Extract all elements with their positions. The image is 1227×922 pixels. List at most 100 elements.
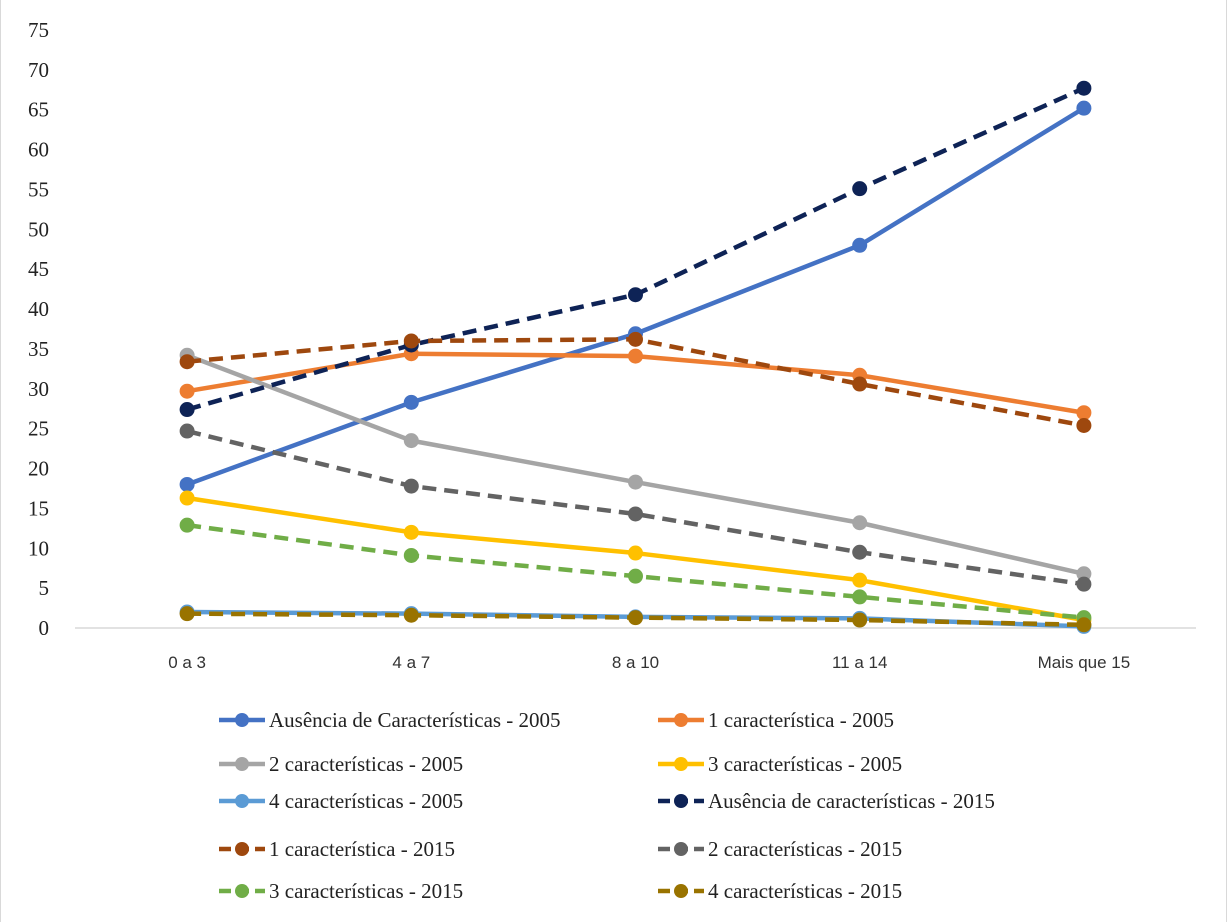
x-tick-label: 0 a 3 xyxy=(168,653,206,672)
legend-label: 1 característica - 2015 xyxy=(269,837,455,861)
data-point xyxy=(179,383,195,399)
data-point xyxy=(403,478,419,494)
y-tick-label: 10 xyxy=(28,536,49,560)
legend-swatch-marker xyxy=(674,794,688,808)
data-point xyxy=(852,612,868,628)
series-6 xyxy=(179,80,1092,418)
x-tick-label: Mais que 15 xyxy=(1038,653,1131,672)
legend-label: Ausência de características - 2015 xyxy=(708,789,995,813)
legend-item: 4 características - 2015 xyxy=(658,879,902,903)
data-point xyxy=(852,572,868,588)
legend-swatch-marker xyxy=(235,757,249,771)
data-point xyxy=(403,547,419,563)
data-point xyxy=(1076,100,1092,116)
data-point xyxy=(628,287,643,303)
data-point xyxy=(1076,405,1092,421)
data-point xyxy=(628,474,643,490)
x-tick-label: 8 a 10 xyxy=(612,653,659,672)
data-point xyxy=(852,544,868,560)
y-tick-label: 40 xyxy=(28,297,49,321)
data-point xyxy=(852,515,868,531)
legend-swatch-marker xyxy=(674,757,688,771)
data-point xyxy=(179,402,195,418)
legend-item: Ausência de características - 2015 xyxy=(658,789,995,813)
legend: Ausência de Características - 2005 1 cara… xyxy=(219,708,995,903)
data-point xyxy=(403,394,419,410)
data-point xyxy=(403,524,419,540)
legend-label: 1 característica - 2005 xyxy=(708,708,894,732)
series-10 xyxy=(179,606,1092,633)
legend-swatch-marker xyxy=(674,713,688,727)
legend-item: 1 característica - 2005 xyxy=(658,708,894,732)
data-point xyxy=(179,354,195,370)
y-tick-label: 70 xyxy=(28,58,49,82)
legend-item: Ausência de Características - 2005 xyxy=(219,708,561,732)
y-tick-label: 5 xyxy=(39,576,50,600)
legend-swatch-marker xyxy=(674,884,688,898)
data-point xyxy=(628,331,643,347)
data-point xyxy=(179,490,195,506)
legend-item: 4 características - 2005 xyxy=(219,789,463,813)
data-point xyxy=(179,423,195,439)
data-point xyxy=(403,333,419,349)
data-point xyxy=(852,237,868,253)
data-point xyxy=(852,181,868,197)
y-tick-label: 20 xyxy=(28,457,49,481)
data-point xyxy=(628,610,643,626)
legend-item: 3 características - 2005 xyxy=(658,752,902,776)
legend-swatch-marker xyxy=(674,842,688,856)
legend-label: 2 características - 2015 xyxy=(708,837,902,861)
data-point xyxy=(1076,566,1092,582)
data-point xyxy=(1076,80,1092,96)
data-point xyxy=(179,606,195,622)
legend-label: 4 características - 2005 xyxy=(269,789,463,813)
data-point xyxy=(403,433,419,449)
series-2 xyxy=(179,346,1092,421)
y-tick-label: 75 xyxy=(28,18,49,42)
legend-swatch-marker xyxy=(235,713,249,727)
y-tick-label: 65 xyxy=(28,98,49,122)
series-3 xyxy=(179,347,1092,582)
data-point xyxy=(1076,417,1092,433)
series-line xyxy=(186,428,1085,587)
legend-item: 2 características - 2015 xyxy=(658,837,902,861)
legend-label: Ausência de Características - 2005 xyxy=(269,708,561,732)
data-point xyxy=(852,376,868,392)
data-point xyxy=(1076,576,1092,592)
x-axis-ticks: 0 a 3 4 a 7 8 a 10 11 a 14 Mais que 15 xyxy=(168,653,1130,672)
series-8 xyxy=(179,423,1092,592)
data-point xyxy=(1076,617,1092,633)
data-point xyxy=(628,568,643,584)
legend-item: 2 características - 2005 xyxy=(219,752,463,776)
legend-swatch-marker xyxy=(235,884,249,898)
y-tick-label: 0 xyxy=(39,616,50,640)
y-tick-label: 50 xyxy=(28,217,49,241)
data-point xyxy=(628,348,643,364)
data-point xyxy=(852,589,868,605)
y-tick-label: 45 xyxy=(28,257,49,281)
y-axis-ticks: 0 5 10 15 20 25 30 35 40 45 50 55 60 65 70 75 xyxy=(28,18,49,640)
legend-swatch-marker xyxy=(235,842,249,856)
x-tick-label: 4 a 7 xyxy=(392,653,430,672)
y-tick-label: 25 xyxy=(28,417,49,441)
legend-label: 2 características - 2005 xyxy=(269,752,463,776)
x-tick-label: 11 a 14 xyxy=(832,653,887,672)
data-point xyxy=(628,506,643,522)
legend-item: 3 características - 2015 xyxy=(219,879,463,903)
y-tick-label: 15 xyxy=(28,496,49,520)
data-point xyxy=(628,545,643,561)
legend-label: 4 características - 2015 xyxy=(708,879,902,903)
legend-swatch-marker xyxy=(235,794,249,808)
y-tick-label: 35 xyxy=(28,337,49,361)
data-point xyxy=(179,476,195,492)
legend-label: 3 características - 2015 xyxy=(269,879,463,903)
series-layer xyxy=(179,80,1092,634)
series-9 xyxy=(179,517,1092,626)
data-point xyxy=(179,517,195,533)
data-point xyxy=(403,607,419,623)
y-tick-label: 55 xyxy=(28,177,49,201)
legend-label: 3 características - 2005 xyxy=(708,752,902,776)
y-tick-label: 30 xyxy=(28,377,49,401)
